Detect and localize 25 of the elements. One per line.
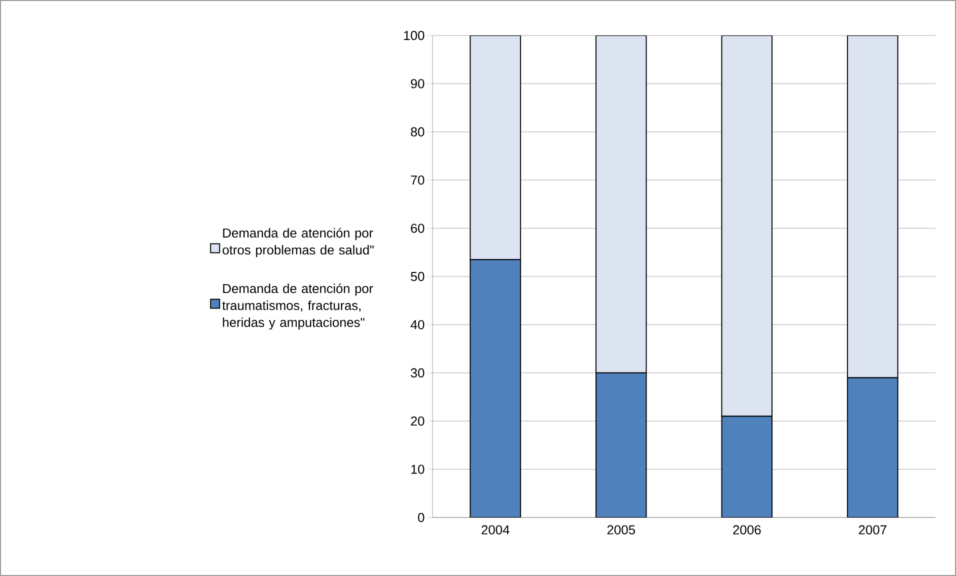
x-tick-label: 2004: [482, 525, 510, 534]
bar: [470, 35, 522, 260]
y-tick-label: 80: [410, 127, 424, 136]
y-tick-label: 30: [410, 368, 424, 378]
bar: [595, 372, 647, 518]
y-tick-label: 70: [411, 175, 424, 185]
bar: [595, 35, 647, 374]
y-tick-label: 20: [410, 416, 424, 426]
y-tick-label: 10: [411, 464, 424, 474]
bar: [470, 259, 522, 518]
y-tick-label: 50: [410, 272, 424, 282]
x-tick-label: 2005: [607, 525, 635, 534]
bar: [721, 35, 773, 417]
x-tick-label: 2007: [858, 525, 886, 534]
y-tick-label: 0: [418, 512, 424, 522]
bar: [846, 377, 898, 518]
legend-label: Demanda de atención por otros problemas de salud": [222, 228, 374, 258]
y-tick-label: 100: [404, 30, 424, 40]
legend-label: Demanda de atención por traumatismos, fracturas, heridas y amputaciones": [222, 283, 374, 330]
bar: [721, 416, 773, 518]
x-tick-label: 2006: [733, 525, 761, 534]
bar: [846, 35, 898, 378]
y-tick-label: 60: [410, 224, 424, 233]
y-tick-label: 90: [410, 79, 424, 88]
y-tick-label: 40: [410, 320, 424, 330]
